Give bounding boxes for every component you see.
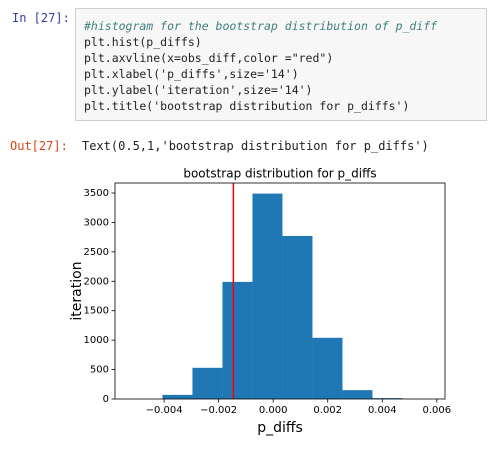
bar [162, 394, 193, 399]
bar [192, 367, 223, 399]
y-tick-label: 2000 [84, 276, 109, 287]
bar [342, 390, 373, 399]
code-line: plt.hist(p_diffs) [84, 35, 202, 49]
axes-frame [114, 182, 446, 400]
code-line: plt.title('bootstrap distribution for p_… [84, 99, 410, 113]
code-line: plt.axvline(x=obs_diff,color ="red") [84, 51, 334, 65]
bar [282, 235, 313, 399]
y-tick-label: 500 [90, 365, 109, 376]
bar [222, 281, 253, 399]
x-axis-label: p_diffs [257, 420, 303, 436]
x-tick-label: 0.000 [259, 405, 288, 416]
x-tick-label: 0.006 [422, 405, 451, 416]
y-tick-label: 2500 [84, 247, 109, 258]
x-tick-label: 0.004 [368, 405, 397, 416]
x-tick-label: −0.002 [200, 405, 237, 416]
x-tick-label: 0.002 [313, 405, 342, 416]
bar [252, 193, 283, 399]
y-tick-label: 0 [103, 394, 109, 405]
y-tick-label: 3000 [84, 217, 109, 228]
code-cell[interactable]: #histogram for the bootstrap distributio… [75, 8, 487, 121]
bar [372, 398, 403, 399]
input-prompt: In [27]: [12, 11, 70, 25]
y-tick-label: 1500 [84, 306, 109, 317]
x-tick-label: −0.004 [146, 405, 183, 416]
code-line: plt.ylabel('iteration',size='14') [84, 83, 313, 97]
code-line: #histogram for the bootstrap distributio… [84, 19, 438, 33]
output-prompt: Out[27]: [10, 139, 68, 153]
chart-title: bootstrap distribution for p_diffs [183, 167, 376, 181]
bar [312, 337, 343, 399]
y-axis-label: iteration [69, 261, 85, 320]
output-text: Text(0.5,1,'bootstrap distribution for p… [82, 139, 429, 153]
y-tick-label: 3500 [84, 188, 109, 199]
code-line: plt.xlabel('p_diffs',size='14') [84, 67, 299, 81]
y-tick-label: 1000 [84, 335, 109, 346]
